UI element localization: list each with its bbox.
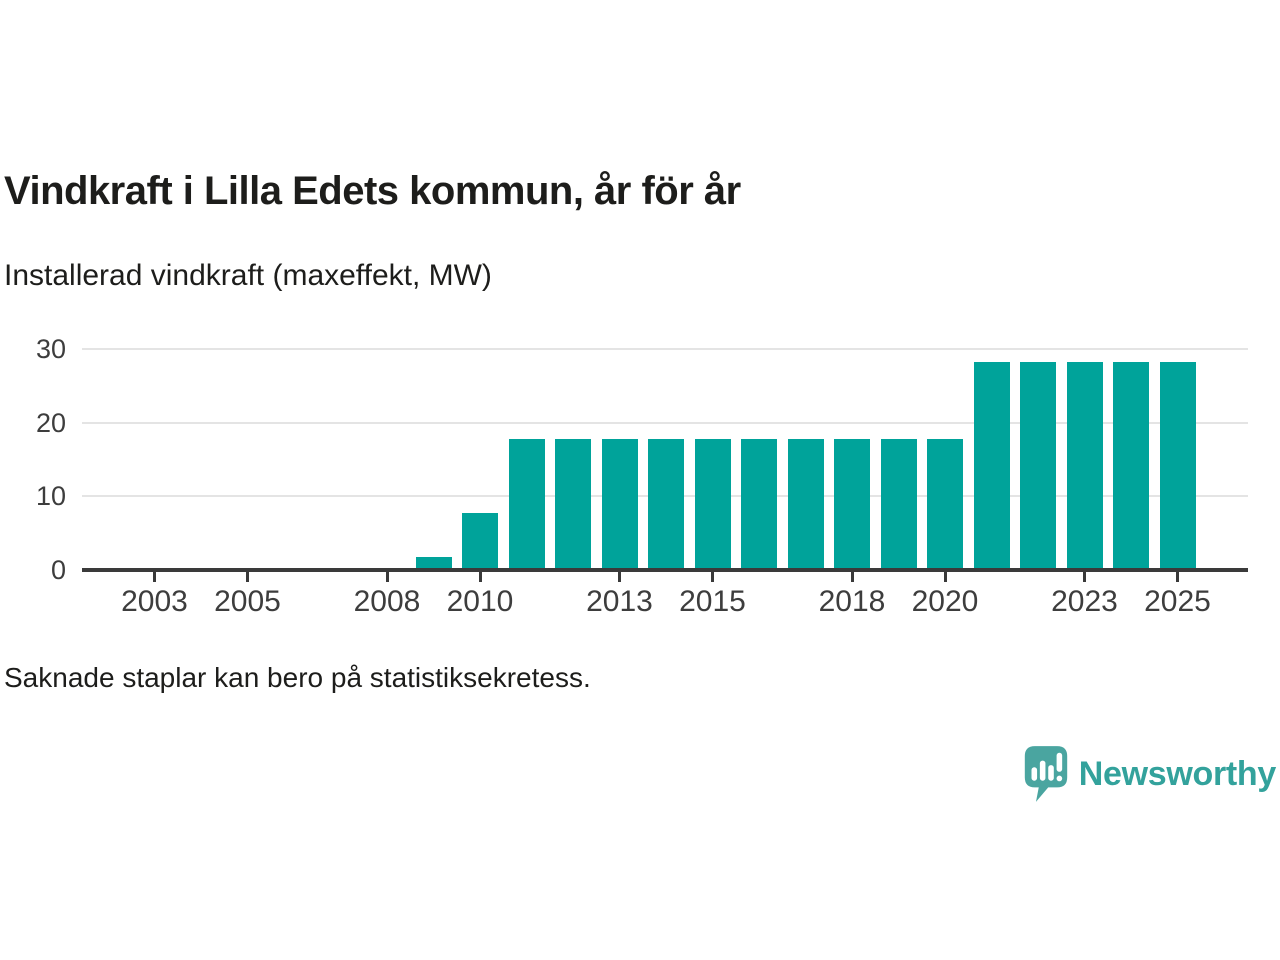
bar-2025: [1159, 361, 1196, 570]
x-axis-label: 2008: [353, 585, 421, 618]
chart-title: Vindkraft i Lilla Edets kommun, år för å…: [4, 169, 741, 213]
newsworthy-bar-chart-bubble-icon: [1024, 746, 1067, 802]
x-tick-2005: [246, 570, 249, 582]
bar-2018: [834, 438, 870, 570]
bar-2011: [508, 438, 545, 570]
bar-2022: [1020, 361, 1056, 570]
x-tick-2010: [478, 570, 482, 582]
x-tick-2003: [153, 570, 156, 582]
x-tick-2018: [850, 570, 854, 582]
x-tick-2025: [1176, 570, 1179, 582]
chart-subtitle: Installerad vindkraft (maxeffekt, MW): [4, 259, 492, 292]
x-axis-label: 2003: [121, 585, 188, 618]
x-tick-2023: [1083, 570, 1086, 582]
y-axis-label: 20: [35, 407, 66, 438]
y-axis-label: 30: [35, 333, 66, 364]
bar-2023: [1066, 361, 1103, 570]
newsworthy-brand: Newsworthy: [1023, 744, 1276, 804]
bar-2024: [1113, 361, 1149, 570]
x-tick-2015: [711, 570, 714, 582]
bar-2010: [462, 513, 498, 570]
bar-2019: [880, 438, 917, 570]
bar-2012: [555, 438, 591, 570]
newsworthy-brand-name: Newsworthy: [1078, 754, 1277, 793]
chart-footnote: Saknade staplar kan bero på statistiksek…: [4, 662, 591, 693]
x-axis-line: [82, 568, 1248, 572]
x-tick-2013: [618, 570, 621, 582]
bar-2013: [601, 438, 638, 570]
bar-2016: [741, 438, 777, 570]
y-axis-label: 0: [50, 555, 66, 585]
bar-2009: [415, 556, 452, 570]
x-axis-label: 2023: [1051, 585, 1118, 618]
bar-2015: [694, 438, 731, 570]
bar-2020: [927, 438, 963, 570]
bar-2021: [973, 361, 1010, 570]
x-axis-label: 2025: [1144, 585, 1211, 618]
bar-2014: [648, 438, 684, 570]
gridline-y-30: [82, 347, 1248, 350]
x-axis-label: 2018: [818, 585, 886, 618]
x-tick-2020: [943, 570, 947, 582]
bar-2017: [787, 438, 824, 570]
y-axis-label: 10: [35, 481, 66, 512]
gridline-y-20: [82, 421, 1248, 424]
x-axis-label: 2010: [446, 585, 514, 618]
x-axis-label: 2013: [586, 585, 653, 618]
x-tick-2008: [385, 570, 389, 582]
x-axis-label: 2020: [911, 585, 979, 618]
x-axis-label: 2015: [679, 585, 746, 618]
x-axis-label: 2005: [214, 585, 281, 618]
